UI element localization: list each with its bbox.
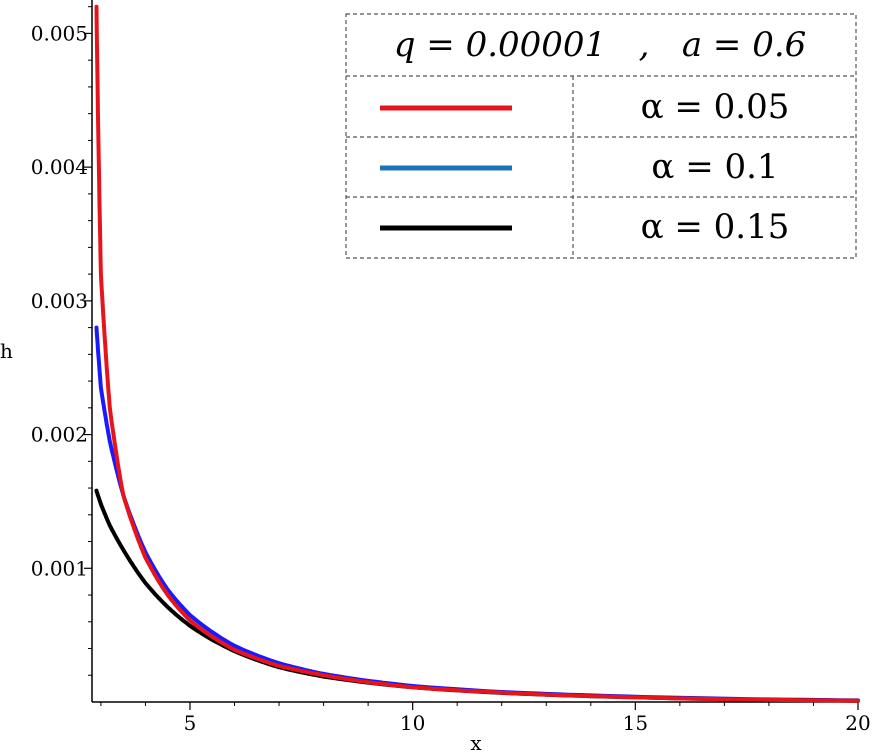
x-tick-label: 10 bbox=[400, 711, 425, 735]
legend: q = 0.00001 , a = 0.6 α = 0.05α = 0.1α =… bbox=[345, 13, 857, 259]
y-tick-label: 0.004 bbox=[31, 155, 88, 179]
legend-label: α = 0.05 bbox=[641, 87, 790, 127]
axes bbox=[91, 0, 858, 703]
x-tick-label: 20 bbox=[845, 711, 870, 735]
series-line bbox=[94, 4, 860, 703]
x-ticks: 5 10 15 20 bbox=[100, 702, 871, 735]
y-tick-label: 0.005 bbox=[31, 21, 88, 45]
legend-label: α = 0.1 bbox=[651, 147, 778, 187]
x-tick-label: 5 bbox=[184, 711, 197, 735]
x-tick-label: 15 bbox=[623, 711, 648, 735]
y-tick-label: 0.001 bbox=[31, 556, 88, 580]
legend-box bbox=[345, 13, 857, 259]
y-tick-label: 0.003 bbox=[31, 289, 88, 313]
y-axis-label: h bbox=[0, 339, 13, 363]
x-axis-label: x bbox=[470, 731, 482, 752]
legend-label: α = 0.15 bbox=[641, 207, 790, 247]
y-tick-label: 0.002 bbox=[31, 423, 88, 447]
legend-title: q = 0.00001 , a = 0.6 bbox=[394, 25, 807, 65]
series-lines bbox=[94, 4, 860, 703]
legend-entries: α = 0.05 α = 0.1 α = 0.15 bbox=[380, 87, 789, 247]
y-ticks: 0.001 0.002 0.003 0.004 0.005 bbox=[31, 6, 92, 676]
